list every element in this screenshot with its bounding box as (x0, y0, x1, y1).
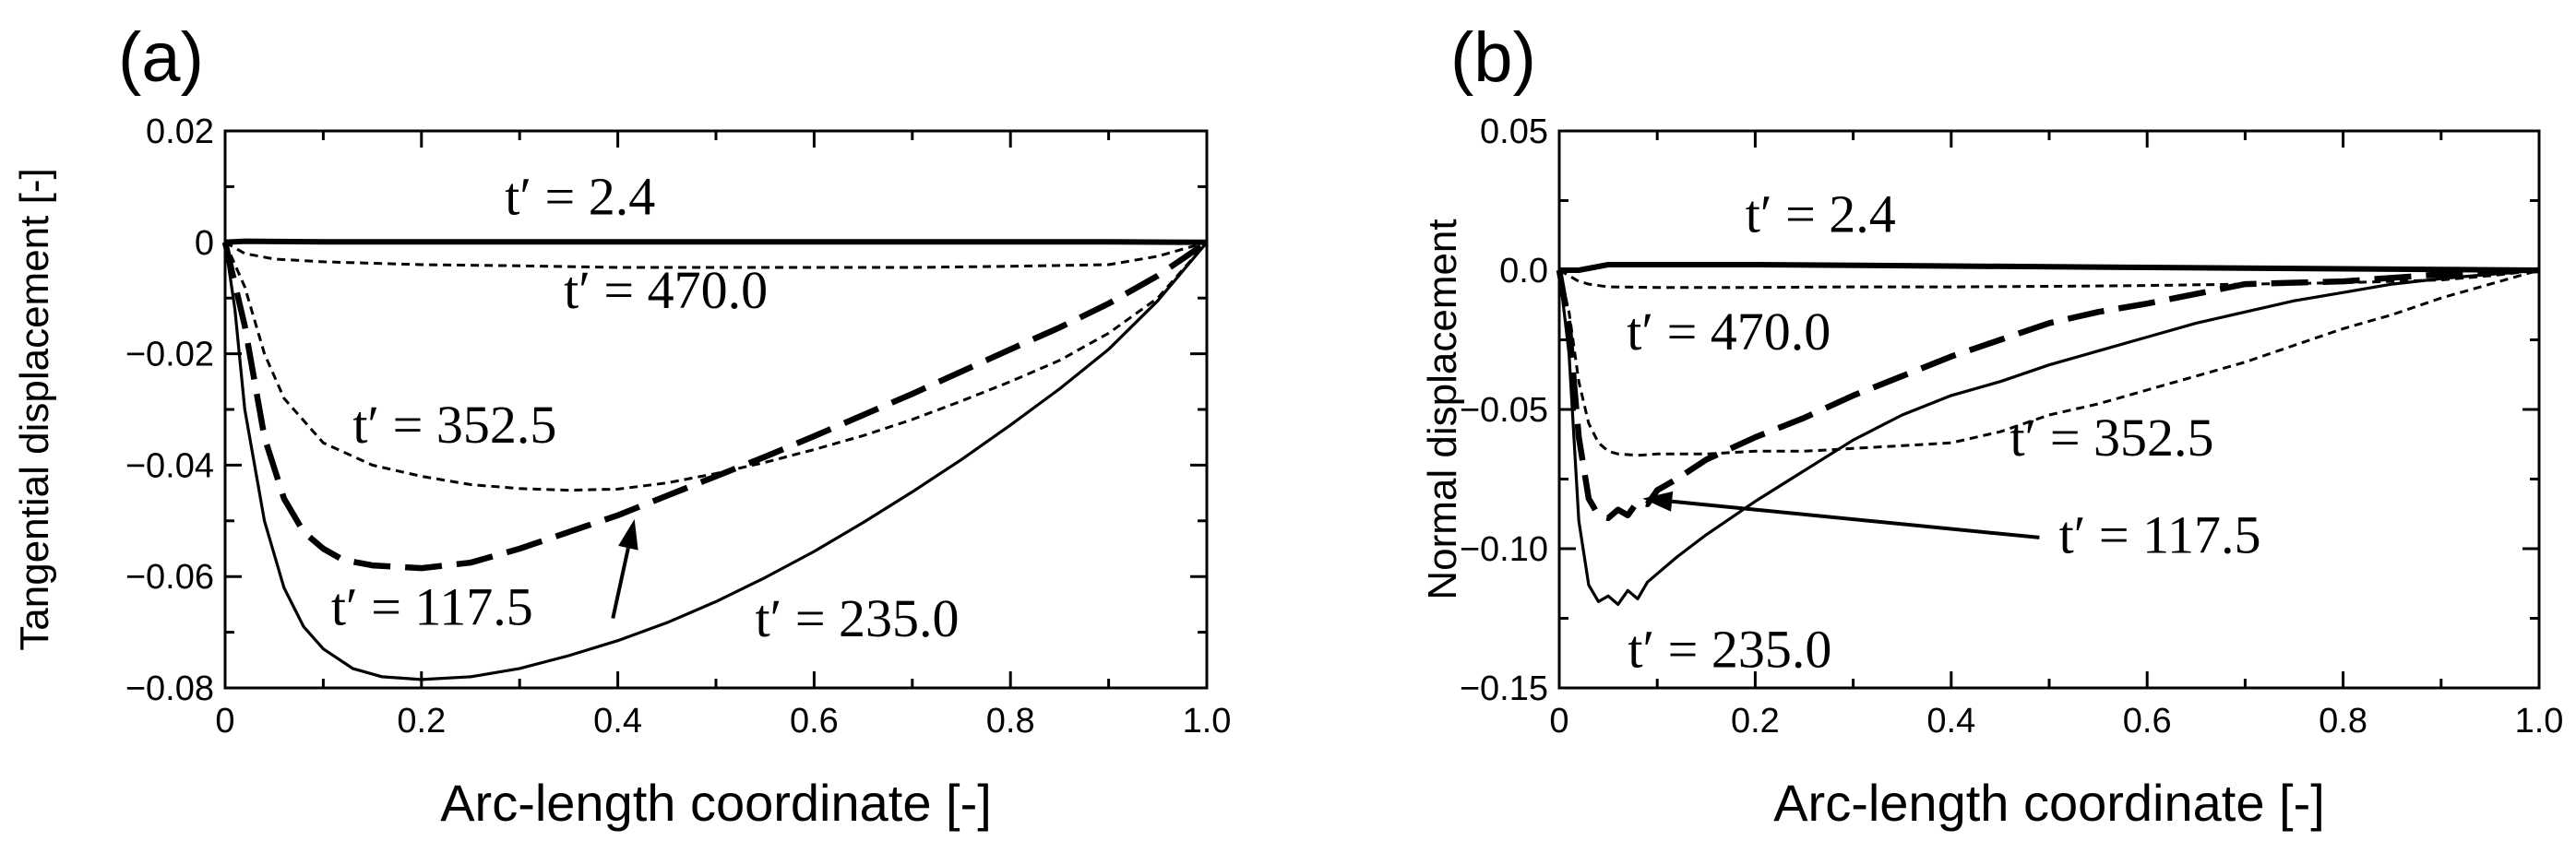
panel-1-y-tick-label: 0.05 (1480, 113, 1548, 151)
panel-0-y-tick-label: −0.04 (125, 446, 214, 485)
panel-1-arrow-shaft (1671, 499, 2040, 539)
panel-0-curve-label-t-352.5: t′ = 352.5 (352, 395, 556, 455)
panel-0-x-tick-label: 1.0 (1183, 702, 1232, 740)
panel-1-arrow-head (1642, 491, 1674, 512)
panel-0-panel-label: (a) (118, 18, 204, 97)
panel-1-x-tick-label: 1.0 (2515, 702, 2564, 740)
panel-0-curve-label-t-117.5: t′ = 117.5 (331, 577, 533, 637)
panel-0-y-tick-label: −0.02 (125, 336, 214, 374)
panel-0-x-tick-label: 0.6 (790, 702, 839, 740)
panel-1-y-tick-label: −0.05 (1460, 391, 1548, 430)
panel-b: 0 0.2 0.4 0.6 0.8 1.0 0.05 0.0 −0.05 −0.10 −0.15 t′… (1420, 18, 2563, 832)
panel-0-series-t-2.4 (224, 238, 1208, 245)
panel-a: 0 0.2 0.4 0.6 0.8 1.0 0.02 0 −0.02 −0.04 −0.06 −0.0… (12, 18, 1231, 832)
panel-0-y-tick-label: −0.06 (125, 558, 214, 597)
panel-1-series-t-117.5 (1556, 267, 2540, 522)
panel-0-arrow-shaft (611, 547, 630, 619)
panel-1-x-axis-title: Arc-length coordinate [-] (1773, 774, 2325, 832)
panel-1-y-tick-label: −0.15 (1460, 669, 1548, 708)
panel-0-curve-label-t-2.4: t′ = 2.4 (505, 167, 655, 227)
panel-1-panel-label: (b) (1450, 18, 1536, 97)
panel-1-curve-label-t-117.5: t′ = 117.5 (2059, 505, 2261, 565)
panel-1-series-t-2.4 (1559, 262, 2540, 273)
panel-0-series-t-117.5 (221, 240, 1209, 572)
panel-1-series-t-235.0 (1557, 268, 2540, 606)
panel-1-series-t-352.5 (1557, 268, 2540, 457)
panel-1-series-t-470.0 (1558, 268, 2540, 290)
panel-0-arrow-head (618, 518, 638, 551)
panel-0-curve-label-t-235.0: t′ = 235.0 (756, 588, 960, 648)
panel-1-x-tick-label: 0.8 (2319, 702, 2367, 740)
panel-1-x-tick-label: 0.2 (1731, 702, 1780, 740)
panel-0-curve-label-t-470.0: t′ = 470.0 (564, 260, 768, 320)
panel-0-y-tick-label: 0.02 (146, 113, 214, 151)
panel-0-x-tick-label: 0.8 (986, 702, 1035, 740)
panel-0-y-tick-label: −0.08 (125, 669, 214, 708)
panel-0-y-axis-title: Tangential displacement [-] (12, 168, 57, 650)
panel-1-y-tick-label: 0.0 (1499, 252, 1548, 290)
panel-1-curve-label-t-2.4: t′ = 2.4 (1746, 184, 1896, 243)
panel-1-x-tick-label: 0.4 (1926, 702, 1975, 740)
panel-0-x-axis-title: Arc-length coordinate [-] (440, 774, 992, 832)
panel-1-y-tick-label: −0.10 (1460, 530, 1548, 569)
panel-0-x-tick-label: 0.4 (593, 702, 642, 740)
panel-0-series-t-470.0 (224, 241, 1208, 269)
panel-1-curve-label-t-470.0: t′ = 470.0 (1627, 302, 1831, 361)
panel-1-x-tick-label: 0 (1549, 702, 1568, 740)
panel-0-x-tick-label: 0 (215, 702, 234, 740)
panel-0-y-tick-label: 0 (195, 224, 214, 263)
panel-1-x-tick-label: 0.6 (2123, 702, 2172, 740)
panel-0-x-tick-label: 0.2 (397, 702, 446, 740)
panel-1-y-axis-title: Normal displacement (1420, 219, 1465, 599)
panel-1-curve-label-t-235.0: t′ = 235.0 (1628, 619, 1831, 679)
panel-1-curve-label-t-352.5: t′ = 352.5 (2010, 408, 2214, 468)
panel-0-series-t-235.0 (223, 241, 1209, 681)
